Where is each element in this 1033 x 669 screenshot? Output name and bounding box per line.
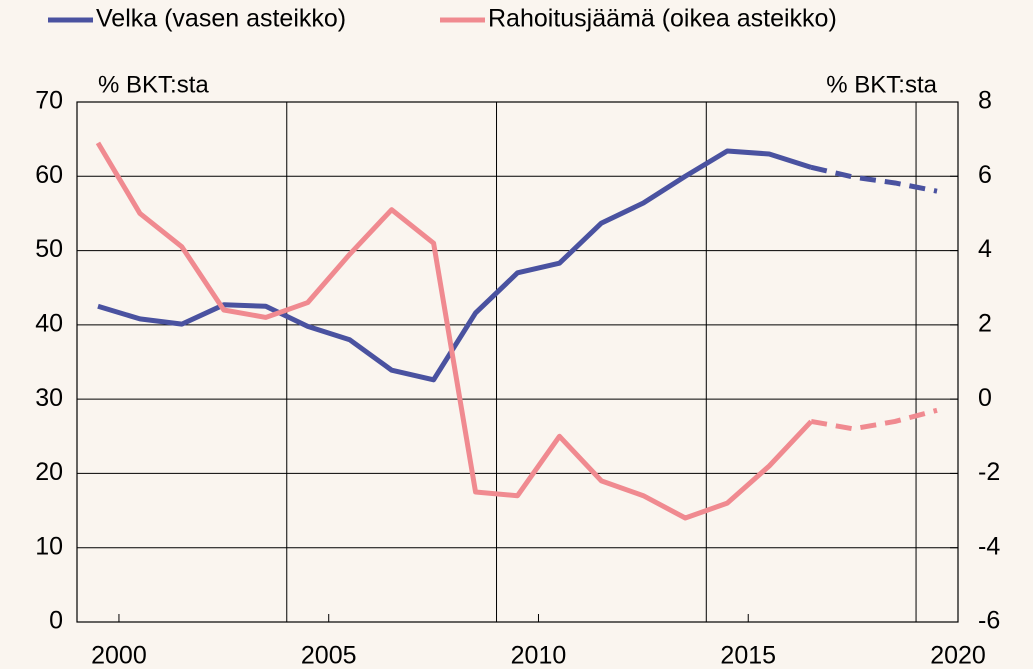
y-tick-label: 60 [35, 161, 63, 189]
y2-tick-label: 2 [978, 309, 992, 337]
y-tick-label: 40 [35, 309, 63, 337]
legend-label: Velka (vasen asteikko) [96, 5, 346, 33]
y-tick-label: 50 [35, 235, 63, 263]
y-tick-label: 10 [35, 532, 63, 560]
x-tick-label: 2005 [301, 642, 357, 669]
x-tick-label: 2015 [720, 642, 776, 669]
line [95, 141, 813, 521]
line [97, 148, 812, 383]
y-tick-label: 30 [35, 384, 63, 412]
y-tick-label: 70 [35, 87, 63, 115]
y-tick-label: 20 [35, 458, 63, 486]
y2-tick-label: -6 [978, 607, 1000, 635]
forecast-line [810, 164, 938, 194]
y2-tick-label: 0 [978, 384, 992, 412]
y2-tick-label: -4 [978, 532, 1000, 560]
y2-unit: % BKT:sta [826, 71, 937, 98]
y2-tick-label: 8 [978, 87, 992, 115]
y2-tick-label: -2 [978, 458, 1000, 486]
y2-tick-label: 6 [978, 161, 992, 189]
y-tick-label: 0 [49, 607, 63, 635]
forecast-line [810, 407, 938, 432]
y-unit: % BKT:sta [98, 71, 209, 98]
x-tick-label: 2010 [511, 642, 567, 669]
x-tick-label: 2020 [930, 642, 986, 669]
plot-frame [76, 101, 959, 623]
legend-label: Rahoitusjäämä (oikea asteikko) [488, 5, 837, 33]
y2-tick-label: 4 [978, 235, 992, 263]
x-tick-label: 2000 [91, 642, 147, 669]
